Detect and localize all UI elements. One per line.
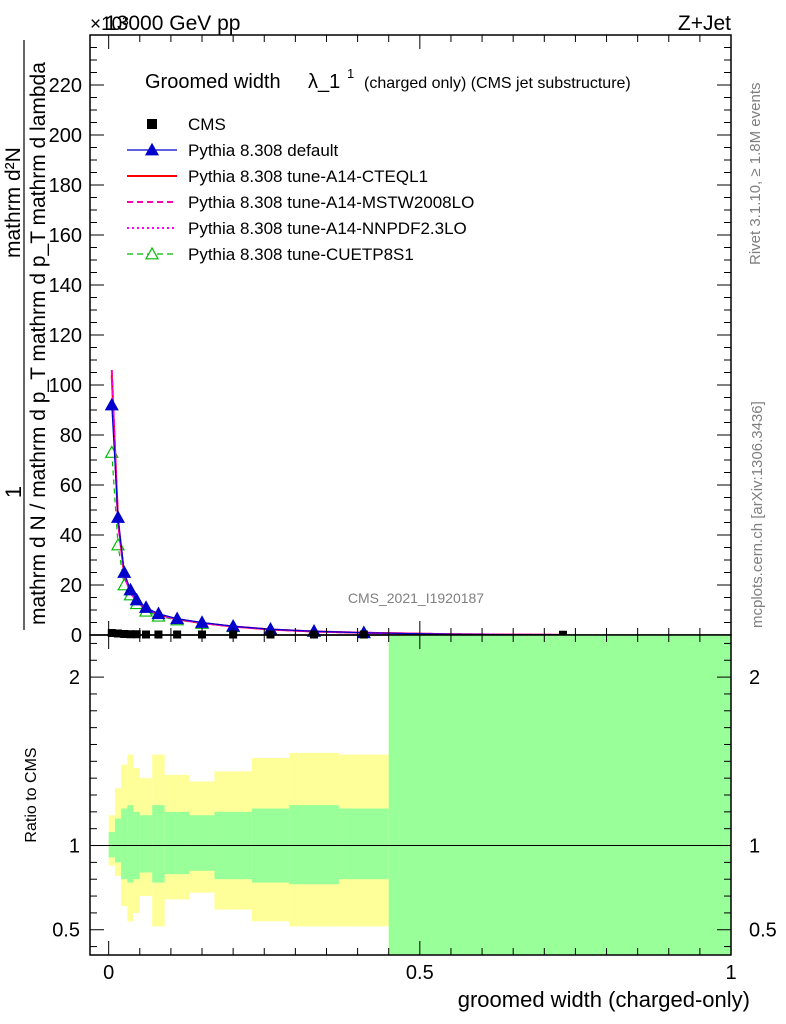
mcplots-label: mcplots.cern.ch [arXiv:1306.3436] [749, 401, 766, 628]
ratio-tick-label: 1 [69, 836, 80, 858]
analysis-watermark: CMS_2021_I1920187 [348, 590, 484, 606]
y-tick-label: 100 [49, 375, 82, 397]
ratio-tick-label: 0.5 [52, 920, 80, 942]
legend-label: Pythia 8.308 tune-A14-NNPDF2.3LO [188, 219, 467, 238]
legend-label: Pythia 8.308 default [188, 141, 339, 160]
rivet-label: Rivet 3.1.10, ≥ 1.8M events [747, 83, 764, 266]
x-tick-label: 0.5 [406, 962, 434, 984]
main-y-label: 1 mathrm d N / mathrm d p_T mathrm d p_T… [1, 40, 50, 630]
y-tick-label: 220 [49, 75, 82, 97]
series-line [110, 369, 563, 636]
legend-label: Pythia 8.308 tune-CUETP8S1 [188, 245, 414, 264]
y-tick-label: 120 [49, 325, 82, 347]
legend-marker [144, 142, 160, 156]
ratio-tick-label: 1 [749, 836, 760, 858]
plot-title: Groomed width λ_1 1 (charged only) (CMS … [145, 66, 631, 93]
legend-entry: Pythia 8.308 tune-A14-MSTW2008LO [127, 193, 474, 212]
x-tick-label: 1 [725, 962, 736, 984]
y-tick-label: 60 [60, 475, 82, 497]
y-tick-label: 200 [49, 125, 82, 147]
main-panel [89, 34, 732, 639]
series-marker [138, 600, 154, 613]
series-marker [110, 510, 126, 523]
ratio-panel [89, 634, 732, 956]
legend-entry: CMS [147, 115, 226, 134]
y-tick-label: 80 [60, 425, 82, 447]
cms-data-point [120, 630, 129, 638]
series-marker [194, 615, 210, 628]
series-line [110, 374, 563, 636]
legend-entry: Pythia 8.308 tune-A14-CTEQL1 [127, 167, 428, 186]
y-label-denominator: mathrm d N / mathrm d p_T mathrm d p_T m… [27, 62, 50, 625]
ratio-band-stat [289, 805, 339, 885]
process-label: Z+Jet [678, 12, 731, 35]
series-line [111, 452, 563, 636]
ratio-y-axis: 0.5 0.5 1 1 2 2 [52, 642, 777, 948]
series-marker [104, 397, 119, 411]
cms-data-point [107, 629, 116, 637]
legend: CMS Pythia 8.308 default Pythia 8.308 tune… [127, 115, 474, 264]
ratio-y-label: Ratio to CMS [23, 747, 40, 842]
legend-label: Pythia 8.308 tune-A14-CTEQL1 [188, 167, 428, 186]
title-note: (charged only) (CMS jet substructure) [364, 75, 631, 92]
ratio-band-stat [152, 805, 165, 883]
ratio-tick-label: 2 [749, 667, 760, 689]
energy-label: 13000 GeV pp [105, 12, 240, 35]
series-marker [123, 582, 138, 596]
series-marker [151, 606, 166, 620]
chart-exponent: ×10³ [90, 14, 129, 35]
ratio-band-stat [108, 832, 115, 858]
title-superscript: 1 [347, 66, 354, 81]
ratio-band-stat [189, 815, 215, 871]
series-line [111, 404, 563, 636]
title-symbol: λ_1 [308, 71, 340, 93]
x-axis-label: groomed width (charged-only) [458, 987, 750, 1012]
ratio-tick-label: 0.5 [749, 920, 777, 942]
y-tick-label: 40 [60, 525, 82, 547]
series-marker [170, 611, 185, 625]
legend-label: CMS [188, 115, 226, 134]
y-label-numerator: 1 [1, 486, 26, 498]
series-marker [110, 537, 126, 551]
y-label-d2n: mathrm d²N [2, 147, 25, 258]
cms-data-point [114, 629, 123, 638]
ratio-band-stat [388, 635, 731, 955]
series-line [110, 377, 563, 636]
y-tick-label: 160 [49, 225, 82, 247]
y-tick-label: 140 [49, 275, 82, 297]
x-tick-label: 0 [103, 962, 114, 984]
y-tick-label: 20 [60, 575, 82, 597]
main-panel-frame [89, 34, 732, 636]
x-axis: 0 0.5 1 [103, 35, 737, 984]
ratio-band-stat [338, 808, 389, 880]
y-tick-label: 0 [71, 625, 82, 647]
legend-marker [147, 119, 157, 129]
ratio-band-stat [121, 808, 128, 880]
legend-label: Pythia 8.308 tune-A14-MSTW2008LO [188, 193, 474, 212]
ratio-band-stat [127, 805, 134, 883]
ratio-tick-label: 2 [69, 667, 80, 689]
ratio-band-stat [164, 811, 190, 875]
legend-entry: Pythia 8.308 default [127, 141, 339, 160]
series-marker [129, 592, 144, 606]
ratio-band-stat [139, 815, 153, 873]
y-tick-label: 180 [49, 175, 82, 197]
legend-entry: Pythia 8.308 tune-A14-NNPDF2.3LO [127, 219, 467, 238]
legend-entry: Pythia 8.308 tune-CUETP8S1 [127, 245, 414, 264]
series-marker [117, 565, 132, 578]
legend-marker [144, 246, 160, 260]
ratio-band-stat [114, 818, 122, 863]
title-text: Groomed width [145, 71, 281, 93]
main-y-axis: 0 20 40 60 80 100 120 140 160 180 200 220 [49, 47, 731, 647]
